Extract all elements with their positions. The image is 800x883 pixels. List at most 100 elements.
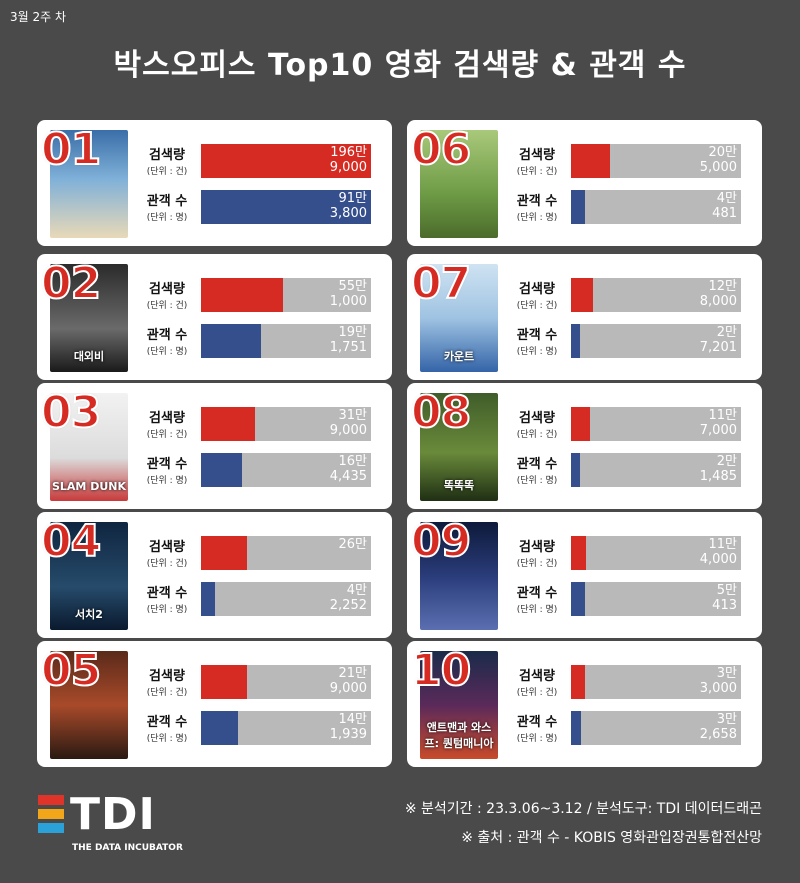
movie-poster: 똑똑똑 (420, 393, 498, 501)
audience-unit: (단위 : 명) (516, 476, 558, 486)
audience-label-group: 관객 수 (단위 : 명) (137, 453, 197, 486)
search-label: 검색량 (149, 669, 185, 684)
audience-label-group: 관객 수 (단위 : 명) (507, 190, 567, 223)
movie-poster (420, 130, 498, 238)
audience-bar: 19만 1,751 (201, 324, 371, 358)
search-value-line: 12만 (708, 279, 737, 294)
movie-card: 01 검색량 (단위 : 건) 196만 9,000 관객 수 (단위 : 명) 91만 3,8… (37, 120, 392, 246)
search-metric: 검색량 (단위 : 건) 21만 9,000 (137, 665, 372, 701)
audience-value-line: 3만 (716, 712, 737, 727)
audience-bar: 2만 7,201 (571, 324, 741, 358)
search-bar-fill (201, 407, 256, 441)
search-value: 26만 (338, 537, 367, 552)
search-unit: (단위 : 건) (146, 430, 188, 440)
movie-poster (50, 651, 128, 759)
search-value-line: 3,000 (699, 681, 737, 696)
search-label-group: 검색량 (단위 : 건) (137, 278, 197, 311)
movie-card: 02 대외비 검색량 (단위 : 건) 55만 1,000 관객 수 (단위 : 명) 19만 1… (37, 254, 392, 380)
search-value: 55만 1,000 (330, 279, 367, 309)
audience-value-line: 16만 (338, 454, 367, 469)
audience-label-group: 관객 수 (단위 : 명) (137, 582, 197, 615)
search-unit: (단위 : 건) (146, 559, 188, 569)
audience-label-group: 관객 수 (단위 : 명) (507, 324, 567, 357)
search-value-line: 9,000 (329, 160, 367, 175)
search-value-line: 9,000 (329, 681, 367, 696)
search-unit: (단위 : 건) (516, 559, 558, 569)
search-unit: (단위 : 건) (146, 688, 188, 698)
audience-label: 관객 수 (146, 194, 188, 209)
audience-value-line: 4만 (346, 583, 367, 598)
rank-number: 03 (40, 386, 102, 439)
search-bar-fill (201, 278, 283, 312)
movie-poster: SLAM DUNK (50, 393, 128, 501)
search-bar-fill (571, 407, 590, 441)
audience-value-line: 1,939 (329, 727, 367, 742)
audience-bar: 16만 4,435 (201, 453, 371, 487)
audience-metric: 관객 수 (단위 : 명) 4만 481 (507, 190, 742, 226)
search-bar-fill (571, 144, 611, 178)
search-label: 검색량 (519, 540, 555, 555)
rank-number: 07 (410, 257, 472, 310)
movie-card: 06 검색량 (단위 : 건) 20만 5,000 관객 수 (단위 : 명) 4만 481 (407, 120, 762, 246)
audience-label: 관객 수 (146, 586, 188, 601)
audience-bar: 2만 1,485 (571, 453, 741, 487)
search-label-group: 검색량 (단위 : 건) (137, 407, 197, 440)
search-bar: 31만 9,000 (201, 407, 371, 441)
audience-metric: 관객 수 (단위 : 명) 3만 2,658 (507, 711, 742, 747)
audience-bar: 5만 413 (571, 582, 741, 616)
search-value: 31만 9,000 (330, 408, 367, 438)
audience-unit: (단위 : 명) (516, 734, 558, 744)
audience-metric: 관객 수 (단위 : 명) 16만 4,435 (137, 453, 372, 489)
audience-value-line: 2,252 (329, 598, 367, 613)
audience-bar-fill (201, 582, 215, 616)
search-bar-fill (201, 665, 247, 699)
audience-bar-fill (201, 324, 261, 358)
rank-number: 01 (40, 123, 102, 176)
search-value-line: 5,000 (699, 160, 737, 175)
search-metric: 검색량 (단위 : 건) 31만 9,000 (137, 407, 372, 443)
search-label: 검색량 (519, 148, 555, 163)
search-label-group: 검색량 (단위 : 건) (507, 536, 567, 569)
search-metric: 검색량 (단위 : 건) 11만 7,000 (507, 407, 742, 443)
search-metric: 검색량 (단위 : 건) 11만 4,000 (507, 536, 742, 572)
search-value-line: 4,000 (699, 552, 737, 567)
search-bar: 3만 3,000 (571, 665, 741, 699)
movie-card: 05 검색량 (단위 : 건) 21만 9,000 관객 수 (단위 : 명) 14만 1,93… (37, 641, 392, 767)
search-label-group: 검색량 (단위 : 건) (507, 407, 567, 440)
search-unit: (단위 : 건) (516, 167, 558, 177)
audience-bar: 4만 2,252 (201, 582, 371, 616)
movie-poster: 카운트 (420, 264, 498, 372)
audience-value-line: 1,485 (699, 469, 737, 484)
audience-value-line: 2만 (716, 325, 737, 340)
audience-bar-fill (571, 190, 585, 224)
movie-poster: 서치2 (50, 522, 128, 630)
audience-label-group: 관객 수 (단위 : 명) (137, 324, 197, 357)
audience-value: 91만 3,800 (330, 191, 367, 221)
audience-value-line: 413 (712, 598, 737, 613)
audience-value-line: 2,658 (699, 727, 737, 742)
week-label: 3월 2주 차 (10, 10, 67, 24)
audience-value: 4만 481 (712, 191, 737, 221)
audience-unit: (단위 : 명) (516, 213, 558, 223)
audience-value-line: 7,201 (699, 340, 737, 355)
search-label-group: 검색량 (단위 : 건) (137, 665, 197, 698)
audience-bar-fill (571, 582, 585, 616)
search-label: 검색량 (519, 669, 555, 684)
search-value-line: 196만 (330, 145, 367, 160)
search-value: 11만 7,000 (700, 408, 737, 438)
logo-text: TDI (70, 789, 156, 840)
logo-stripes-icon (38, 795, 64, 837)
audience-unit: (단위 : 명) (516, 605, 558, 615)
movie-poster (420, 522, 498, 630)
audience-label-group: 관객 수 (단위 : 명) (507, 711, 567, 744)
search-label-group: 검색량 (단위 : 건) (507, 278, 567, 311)
audience-value-line: 5만 (716, 583, 737, 598)
search-value-line: 11만 (708, 408, 737, 423)
rank-number: 05 (40, 644, 102, 697)
audience-label-group: 관객 수 (단위 : 명) (137, 190, 197, 223)
search-value: 20만 5,000 (700, 145, 737, 175)
poster-title: 카운트 (443, 350, 475, 363)
logo-stripe (38, 809, 64, 819)
search-bar-fill (571, 278, 594, 312)
search-label-group: 검색량 (단위 : 건) (507, 144, 567, 177)
